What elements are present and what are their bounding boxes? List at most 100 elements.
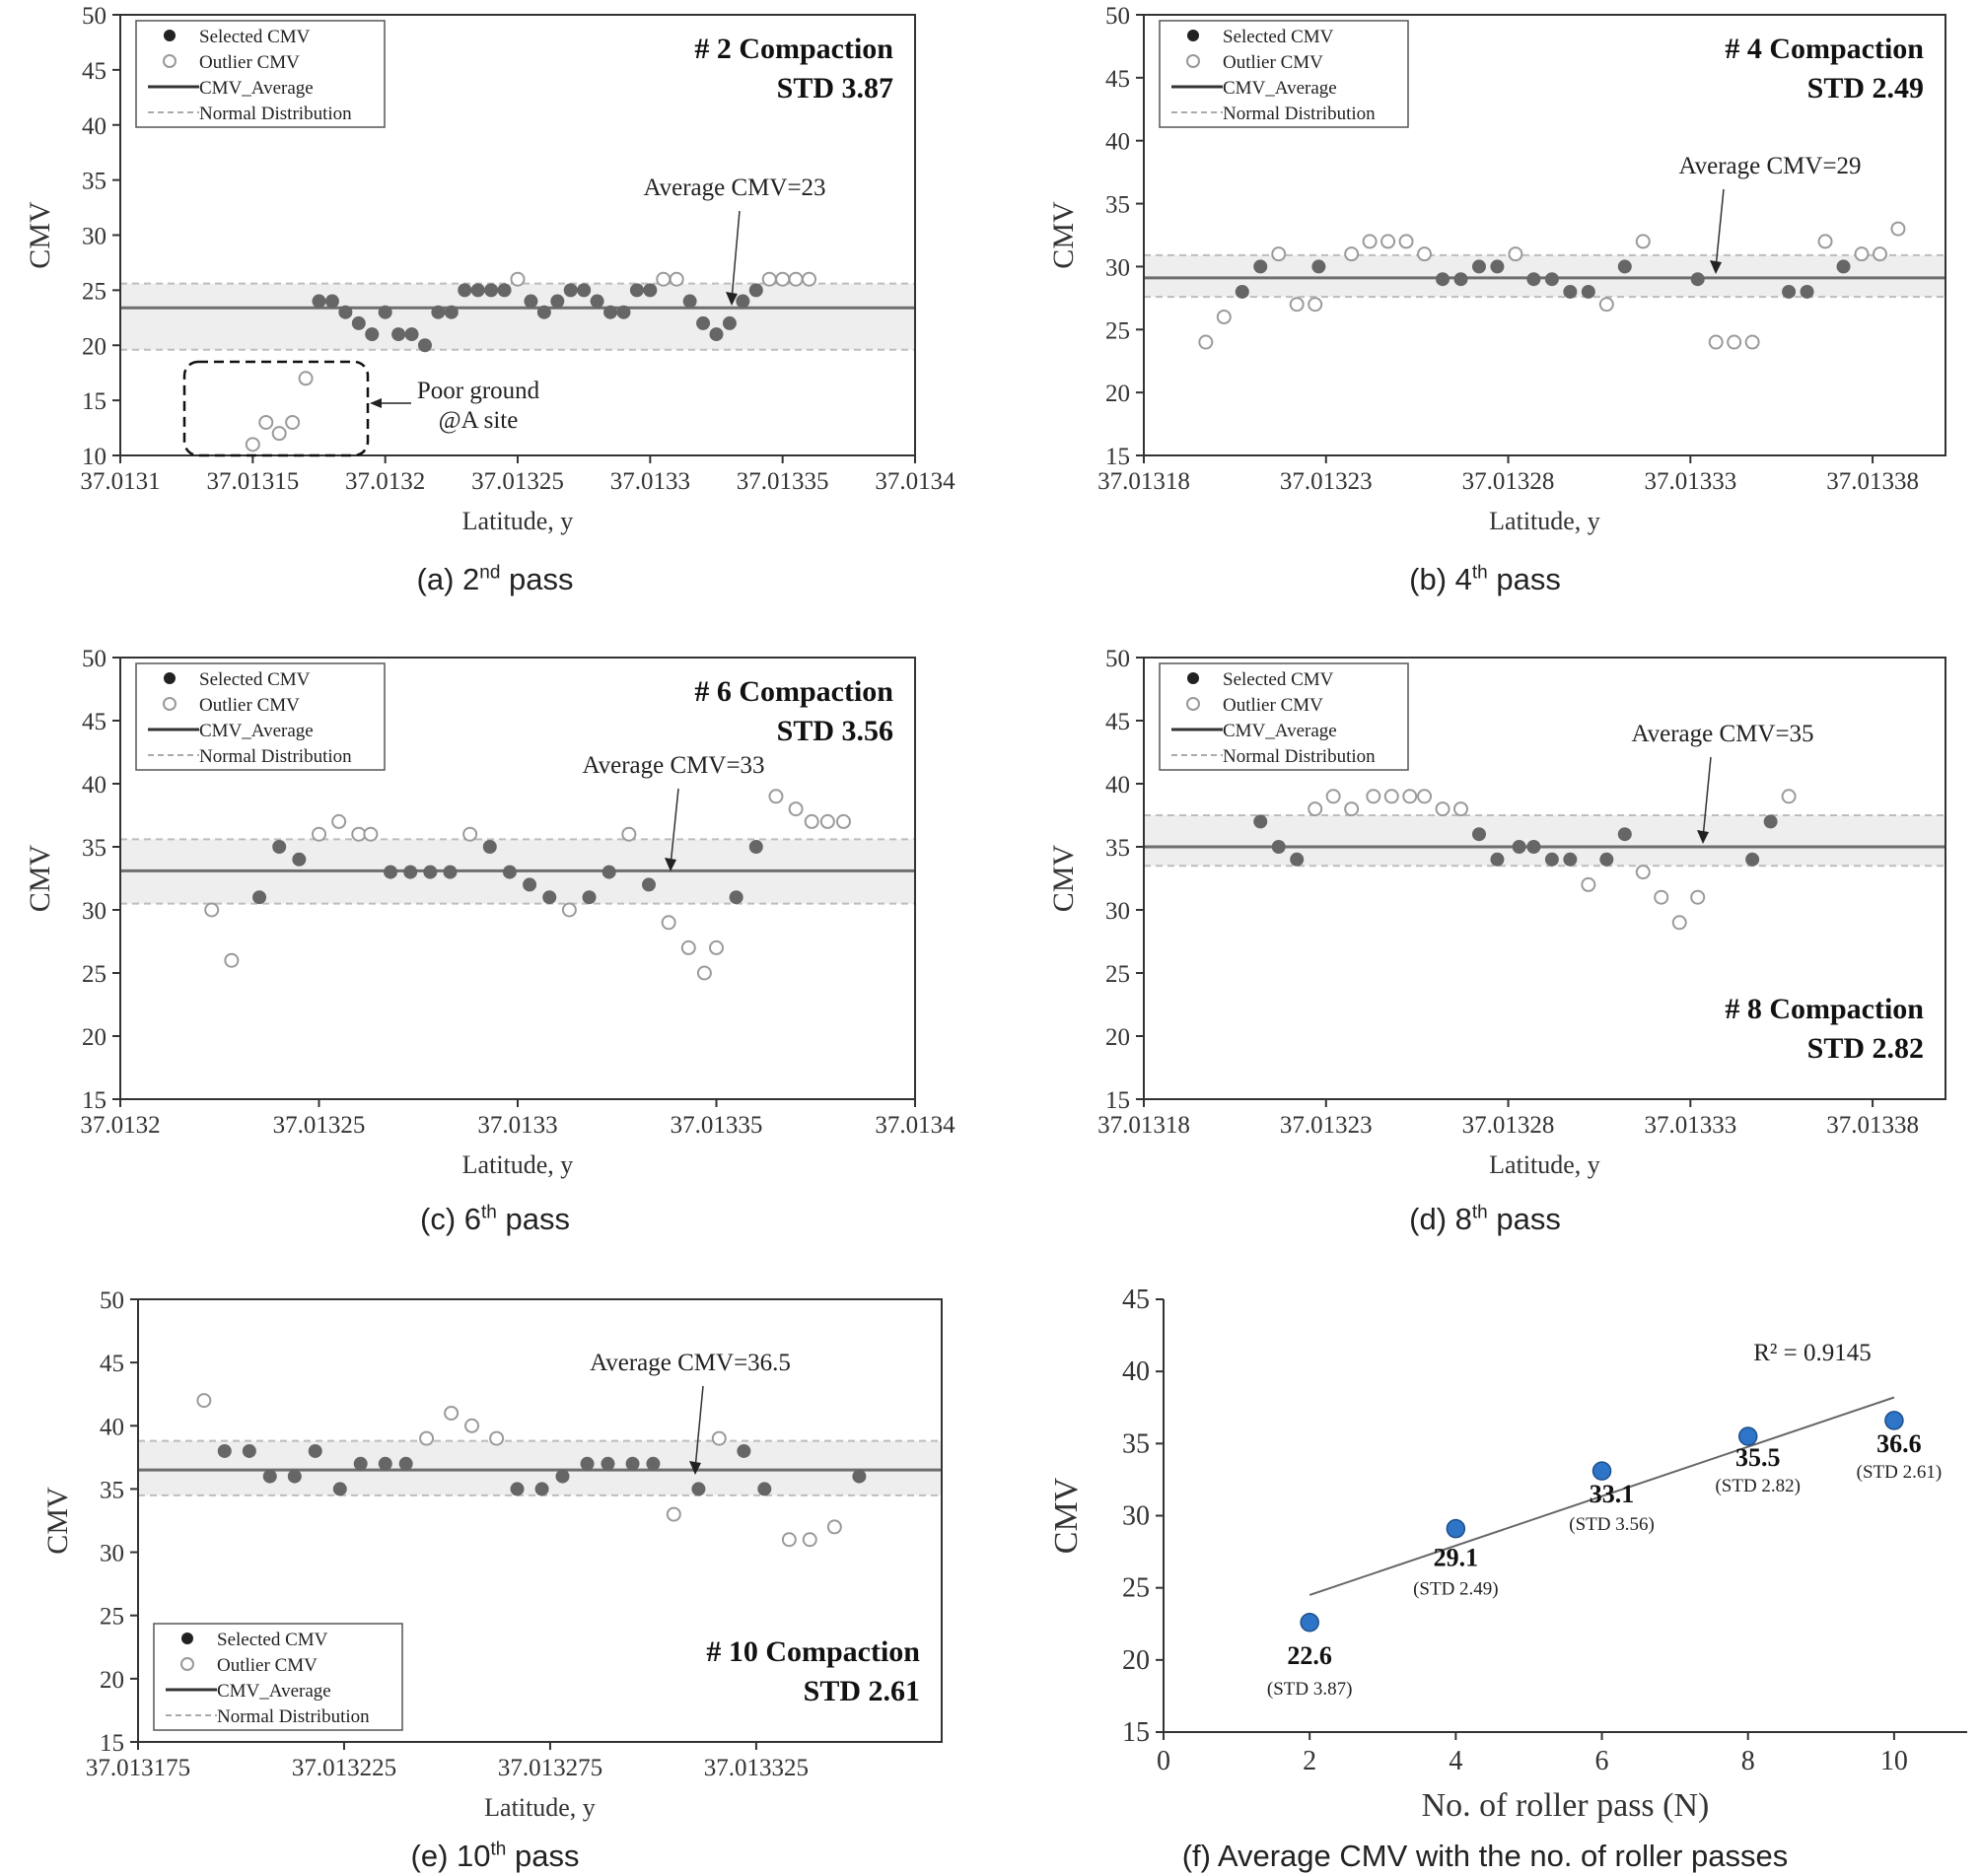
y-tick-label: 15 bbox=[82, 388, 106, 415]
selected-point bbox=[1471, 259, 1486, 274]
outlier-point bbox=[761, 271, 777, 287]
legend-outlier-marker bbox=[163, 697, 177, 711]
y-tick-label: 30 bbox=[1105, 898, 1130, 925]
chart-a: 10 15 20 25 30 35 40 45 50 37.0131 37.01315 37.0132… bbox=[24, 3, 955, 535]
selected-point bbox=[1617, 827, 1632, 842]
selected-point bbox=[524, 294, 538, 309]
panel-title: # 8 Compaction bbox=[1725, 993, 1924, 1025]
std-label: (STD 2.82) bbox=[1715, 1476, 1801, 1496]
selected-point bbox=[629, 283, 644, 298]
selected-point bbox=[1526, 840, 1541, 854]
selected-point bbox=[736, 294, 750, 309]
selected-point bbox=[431, 305, 446, 319]
selected-point bbox=[391, 327, 406, 342]
x-tick-label: 37.01338 bbox=[1826, 1112, 1919, 1139]
outlier-point bbox=[802, 1532, 817, 1548]
selected-point bbox=[601, 1456, 615, 1471]
annotation-arrow-line bbox=[731, 210, 741, 301]
selected-point bbox=[1581, 284, 1595, 299]
selected-point bbox=[378, 305, 392, 319]
outlier-point bbox=[835, 813, 851, 829]
selected-point bbox=[1471, 827, 1486, 842]
outlier-point bbox=[1708, 334, 1724, 350]
x-tick-label: 4 bbox=[1449, 1746, 1462, 1776]
value-label: 36.6 bbox=[1876, 1429, 1922, 1458]
y-tick-label: 25 bbox=[82, 278, 106, 305]
selected-point bbox=[1836, 259, 1851, 274]
selected-point bbox=[312, 294, 326, 309]
normal-band bbox=[120, 283, 915, 350]
outlier-point bbox=[1362, 234, 1378, 249]
legend-label: Outlier CMV bbox=[199, 695, 300, 716]
selected-point bbox=[536, 305, 551, 319]
annotation-arrow-line bbox=[694, 1385, 704, 1470]
outlier-point bbox=[1325, 789, 1341, 804]
outlier-point bbox=[258, 414, 274, 430]
legend-label: Selected CMV bbox=[1223, 669, 1334, 690]
outlier-point bbox=[1744, 334, 1760, 350]
x-tick-label: 37.01325 bbox=[273, 1112, 366, 1139]
selected-point bbox=[577, 283, 592, 298]
outlier-point bbox=[1366, 789, 1381, 804]
selected-point bbox=[682, 294, 697, 309]
selected-point bbox=[1436, 272, 1450, 287]
selected-point bbox=[691, 1482, 706, 1496]
average-annotation: Average CMV=29 bbox=[1678, 153, 1861, 179]
outlier-point bbox=[1435, 801, 1450, 817]
selected-point bbox=[1617, 259, 1632, 274]
selected-point bbox=[365, 327, 380, 342]
legend-box bbox=[1159, 662, 1409, 771]
legend-label: CMV_Average bbox=[1223, 78, 1337, 99]
outlier-point bbox=[331, 813, 347, 829]
outlier-point bbox=[696, 965, 712, 981]
poor-ground-arrow-head bbox=[370, 398, 382, 408]
y-tick-label: 20 bbox=[82, 333, 106, 360]
selected-point bbox=[580, 1456, 595, 1471]
outlier-point bbox=[666, 1506, 681, 1522]
value-label: 22.6 bbox=[1287, 1641, 1332, 1670]
x-axis-label: Latitude, y bbox=[1489, 1150, 1600, 1179]
y-tick-label: 25 bbox=[1122, 1573, 1150, 1604]
selected-point bbox=[292, 852, 307, 867]
selected-point bbox=[646, 1456, 661, 1471]
outlier-point bbox=[826, 1519, 842, 1535]
outlier-point bbox=[1198, 334, 1214, 350]
y-tick-label: 40 bbox=[1105, 772, 1130, 799]
y-tick-label: 40 bbox=[82, 113, 106, 140]
selected-point bbox=[404, 327, 419, 342]
trendline bbox=[1308, 1396, 1895, 1596]
average-annotation: Average CMV=36.5 bbox=[590, 1350, 791, 1376]
average-annotation: Average CMV=23 bbox=[643, 174, 825, 201]
selected-point bbox=[444, 305, 459, 319]
outlier-point bbox=[1417, 246, 1433, 262]
selected-point bbox=[458, 283, 472, 298]
caption-a: (a) 2nd pass bbox=[416, 562, 574, 596]
annotation-arrow-line bbox=[670, 788, 679, 867]
outlier-point bbox=[804, 813, 819, 829]
caption-f: (f) Average CMV with the no. of roller p… bbox=[1181, 1839, 1789, 1873]
outlier-point bbox=[709, 939, 724, 955]
outlier-point bbox=[363, 826, 379, 842]
legend-selected-marker bbox=[1187, 672, 1199, 684]
y-tick-label: 20 bbox=[1105, 381, 1130, 407]
selected-point bbox=[484, 283, 499, 298]
x-tick-label: 37.013175 bbox=[86, 1755, 190, 1781]
caption-b: (b) 4th pass bbox=[1409, 562, 1561, 596]
selected-point bbox=[1544, 272, 1559, 287]
selected-point bbox=[242, 1443, 256, 1458]
selected-point bbox=[423, 865, 438, 879]
y-tick-label: 45 bbox=[82, 58, 106, 85]
selected-point bbox=[523, 877, 537, 892]
selected-point bbox=[641, 877, 656, 892]
legend-label: Normal Distribution bbox=[1223, 746, 1376, 767]
y-tick-label: 35 bbox=[1105, 835, 1130, 862]
x-tick-label: 37.0134 bbox=[875, 1112, 955, 1139]
selected-point bbox=[616, 305, 631, 319]
outlier-point bbox=[1308, 297, 1323, 313]
x-tick-label: 37.0132 bbox=[345, 468, 425, 495]
outlier-point bbox=[1817, 234, 1833, 249]
legend-label: Normal Distribution bbox=[199, 104, 352, 124]
y-tick-label: 35 bbox=[82, 835, 106, 862]
outlier-point bbox=[271, 426, 287, 442]
outlier-point bbox=[661, 915, 676, 931]
